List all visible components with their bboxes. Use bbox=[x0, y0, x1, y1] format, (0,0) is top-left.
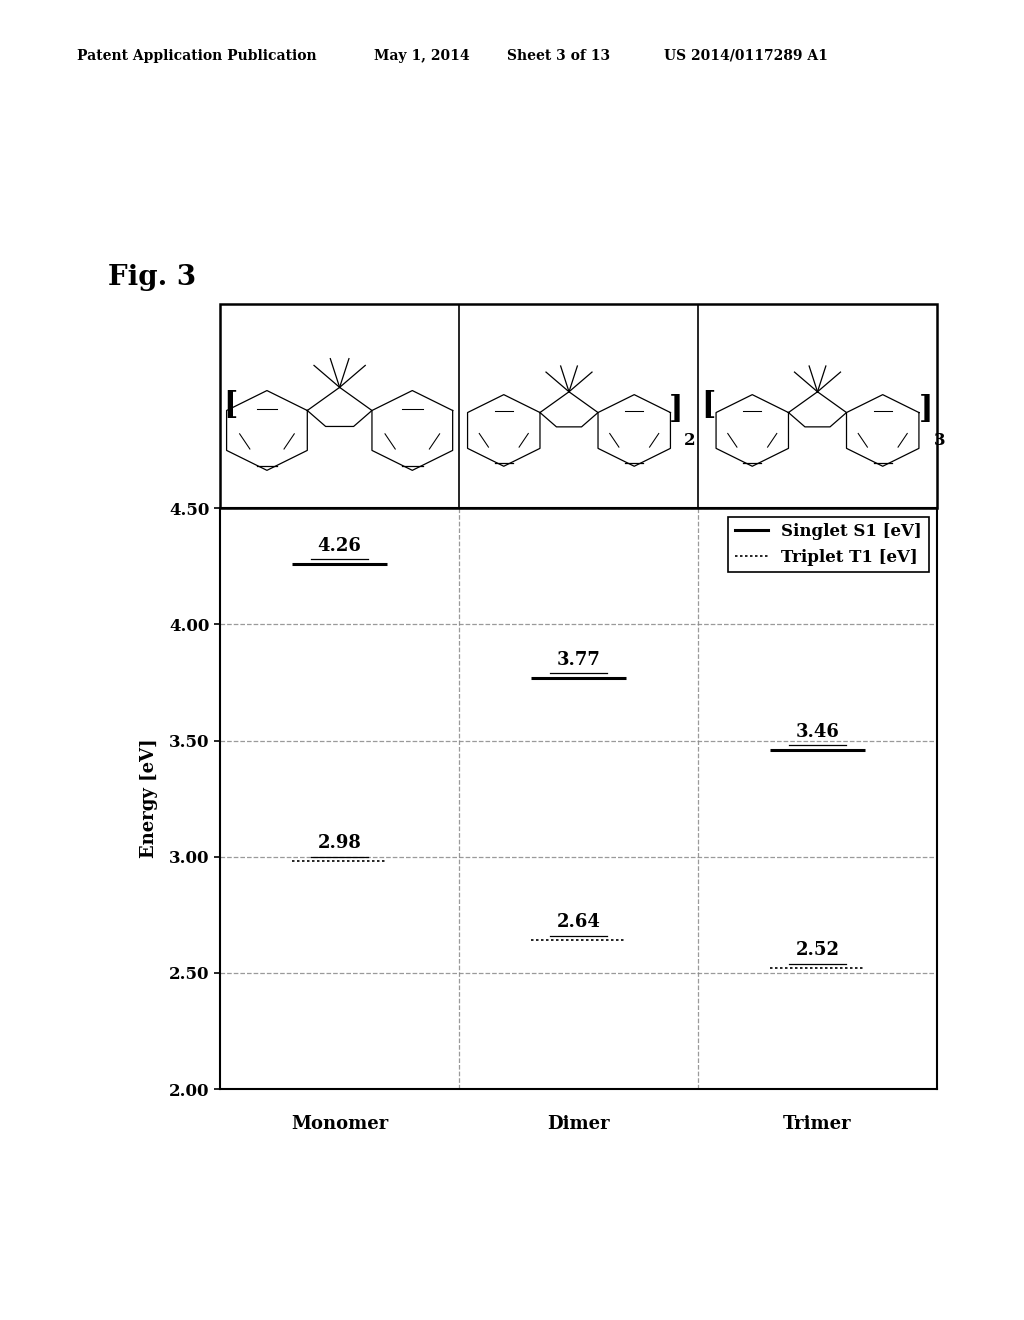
Text: Fig. 3: Fig. 3 bbox=[108, 264, 196, 290]
Text: Trimer: Trimer bbox=[783, 1114, 852, 1133]
Legend: Singlet S1 [eV], Triplet T1 [eV]: Singlet S1 [eV], Triplet T1 [eV] bbox=[728, 516, 929, 572]
Text: Monomer: Monomer bbox=[291, 1114, 388, 1133]
Text: 2.98: 2.98 bbox=[317, 834, 361, 851]
Text: ]: ] bbox=[670, 395, 684, 425]
Y-axis label: Energy [eV]: Energy [eV] bbox=[140, 739, 158, 858]
Text: 3.46: 3.46 bbox=[796, 722, 840, 741]
Text: ]: ] bbox=[919, 395, 934, 425]
Text: May 1, 2014: May 1, 2014 bbox=[374, 49, 469, 63]
Text: Dimer: Dimer bbox=[547, 1114, 610, 1133]
Text: 2.52: 2.52 bbox=[796, 941, 840, 958]
Text: [: [ bbox=[701, 391, 716, 421]
Text: Sheet 3 of 13: Sheet 3 of 13 bbox=[507, 49, 610, 63]
Text: US 2014/0117289 A1: US 2014/0117289 A1 bbox=[664, 49, 827, 63]
Text: [: [ bbox=[223, 391, 239, 421]
Text: 2: 2 bbox=[684, 432, 695, 449]
Text: 2.64: 2.64 bbox=[557, 913, 600, 931]
Text: Patent Application Publication: Patent Application Publication bbox=[77, 49, 316, 63]
Text: 3.77: 3.77 bbox=[557, 651, 600, 668]
Text: 4.26: 4.26 bbox=[317, 537, 361, 554]
Text: 3: 3 bbox=[934, 432, 945, 449]
